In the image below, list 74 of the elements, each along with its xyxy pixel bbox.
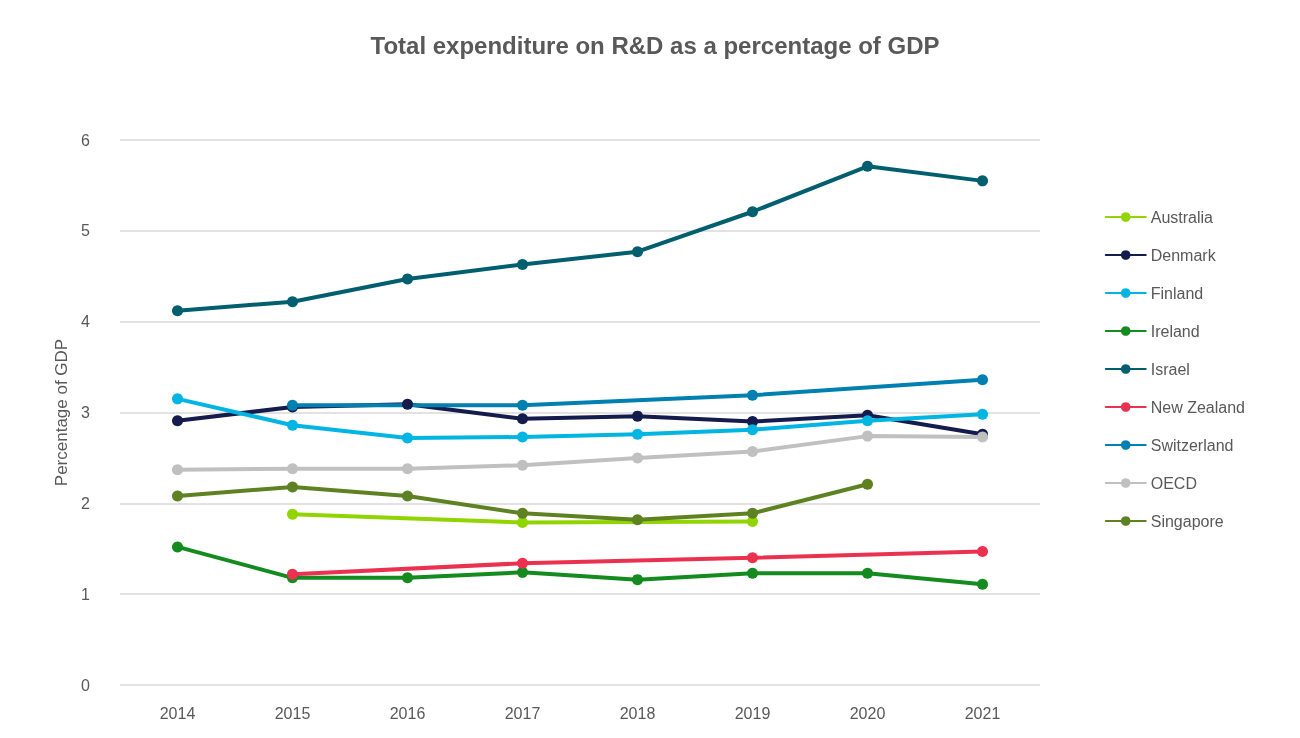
point — [747, 446, 758, 458]
point — [287, 296, 298, 308]
point — [632, 452, 643, 464]
x-tick-label: 2016 — [389, 704, 426, 722]
x-tick-label: 2020 — [849, 704, 886, 722]
legend-label: Ireland — [1150, 322, 1200, 340]
point — [172, 490, 183, 502]
y-axis-title: Percentage of GDP — [52, 338, 71, 487]
point — [172, 415, 183, 427]
point — [977, 374, 988, 386]
point — [402, 432, 413, 444]
point — [862, 567, 873, 579]
point — [517, 557, 528, 569]
x-tick-label: 2021 — [964, 704, 1001, 722]
point — [517, 431, 528, 443]
point — [632, 574, 643, 586]
point — [172, 305, 183, 317]
x-tick-label: 2019 — [734, 704, 771, 722]
point — [747, 424, 758, 436]
x-tick-label: 2018 — [619, 704, 656, 722]
legend-label: New Zealand — [1150, 398, 1246, 416]
point — [977, 175, 988, 187]
point — [172, 393, 183, 405]
point — [862, 478, 873, 490]
y-tick-label: 4 — [81, 313, 91, 331]
point — [287, 568, 298, 580]
point — [632, 410, 643, 422]
point — [517, 507, 528, 519]
legend-label: Israel — [1150, 360, 1190, 378]
point — [862, 430, 873, 442]
y-tick-label: 1 — [81, 585, 91, 603]
y-tick-label: 2 — [81, 494, 91, 512]
y-tick-label: 6 — [81, 131, 91, 149]
point — [402, 490, 413, 502]
point — [287, 481, 298, 493]
point — [632, 246, 643, 258]
point — [172, 464, 183, 476]
point — [172, 541, 183, 553]
point — [862, 415, 873, 427]
point — [517, 258, 528, 270]
y-tick-label: 0 — [81, 676, 91, 694]
point — [402, 572, 413, 584]
point — [747, 206, 758, 218]
legend-label: OECD — [1150, 474, 1197, 492]
point — [402, 273, 413, 285]
legend-label: Finland — [1150, 284, 1204, 302]
point — [977, 545, 988, 557]
y-tick-label: 5 — [81, 222, 91, 240]
point — [402, 398, 413, 410]
point — [517, 413, 528, 425]
point — [287, 463, 298, 475]
point — [402, 463, 413, 475]
point — [747, 552, 758, 564]
x-tick-label: 2015 — [274, 704, 311, 722]
point — [517, 399, 528, 411]
point — [977, 578, 988, 590]
legend-label: Denmark — [1150, 246, 1217, 264]
point — [977, 408, 988, 420]
point — [632, 428, 643, 440]
point — [862, 160, 873, 172]
point — [632, 514, 643, 526]
chart-title: Total expenditure on R&D as a percentage of GDP — [370, 31, 940, 59]
point — [287, 419, 298, 431]
legend-label: Australia — [1150, 208, 1214, 226]
point — [517, 459, 528, 471]
legend-label: Singapore — [1150, 512, 1224, 530]
x-tick-label: 2017 — [504, 704, 541, 722]
legend-label: Switzerland — [1150, 436, 1234, 454]
point — [747, 389, 758, 401]
y-tick-label: 3 — [81, 404, 91, 421]
point — [287, 508, 298, 520]
point — [747, 507, 758, 519]
x-tick-label: 2014 — [159, 704, 196, 722]
point — [747, 567, 758, 579]
